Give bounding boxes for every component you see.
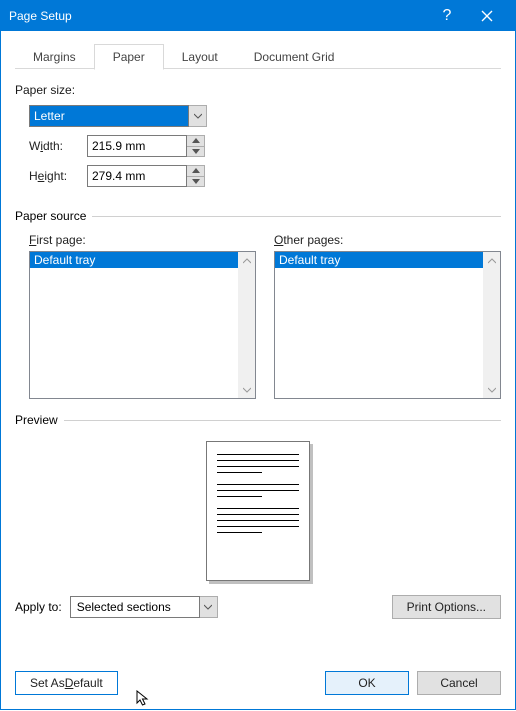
height-spin-down[interactable] (187, 177, 204, 187)
paper-size-combo[interactable]: Letter (29, 105, 207, 127)
chevron-down-icon (488, 387, 496, 393)
other-pages-item[interactable]: Default tray (275, 252, 500, 268)
chevron-down-icon (194, 113, 202, 119)
apply-to-dropdown-button[interactable] (200, 596, 218, 618)
paper-size-row: Letter (29, 105, 501, 127)
divider (92, 216, 501, 217)
height-label: Height: (29, 169, 87, 183)
chevron-down-icon (204, 604, 212, 610)
first-page-item[interactable]: Default tray (30, 252, 255, 268)
close-button[interactable] (467, 1, 507, 31)
scroll-down-button[interactable] (238, 381, 255, 398)
triangle-up-icon (192, 138, 200, 143)
triangle-down-icon (192, 149, 200, 154)
ok-button[interactable]: OK (325, 671, 409, 695)
width-spin-buttons (187, 135, 205, 157)
cursor-icon (136, 690, 150, 711)
dialog-title: Page Setup (9, 9, 427, 23)
tab-paper[interactable]: Paper (94, 44, 164, 70)
tab-margins[interactable]: Margins (15, 44, 94, 70)
dialog-footer: Set As Default OK Cancel (1, 671, 515, 709)
tab-layout[interactable]: Layout (164, 44, 236, 70)
chevron-down-icon (243, 387, 251, 393)
height-input[interactable] (87, 165, 187, 187)
dialog-content: Margins Paper Layout Document Grid Paper… (1, 31, 515, 671)
cancel-button[interactable]: Cancel (417, 671, 501, 695)
page-preview (206, 441, 310, 581)
first-page-col: First page: Default tray (29, 233, 256, 399)
height-spin-up[interactable] (187, 166, 204, 177)
height-row: Height: (29, 165, 501, 187)
titlebar: Page Setup ? (1, 1, 515, 31)
apply-to-combo[interactable]: Selected sections (70, 596, 218, 618)
triangle-down-icon (192, 179, 200, 184)
other-pages-listbox[interactable]: Default tray (274, 251, 501, 399)
width-spin-up[interactable] (187, 136, 204, 147)
preview-section: Preview (15, 413, 501, 427)
paper-source-section: Paper source (15, 209, 501, 223)
divider (64, 420, 501, 421)
width-row: Width: (29, 135, 501, 157)
triangle-up-icon (192, 168, 200, 173)
paper-source-label: Paper source (15, 209, 86, 223)
first-page-listbox[interactable]: Default tray (29, 251, 256, 399)
help-button[interactable]: ? (427, 1, 467, 31)
scroll-down-button[interactable] (483, 381, 500, 398)
tab-bar: Margins Paper Layout Document Grid (15, 43, 501, 69)
other-pages-col: Other pages: Default tray (274, 233, 501, 399)
set-as-default-button[interactable]: Set As Default (15, 671, 118, 695)
apply-row: Apply to: Selected sections Print Option… (15, 595, 501, 619)
paper-size-label: Paper size: (15, 83, 501, 97)
scroll-up-button[interactable] (483, 252, 500, 269)
first-page-label: First page: (29, 233, 256, 247)
height-spinner[interactable] (87, 165, 205, 187)
scroll-up-button[interactable] (238, 252, 255, 269)
width-spinner[interactable] (87, 135, 205, 157)
paper-source-columns: First page: Default tray Other pages: De… (29, 233, 501, 399)
preview-area (15, 441, 501, 581)
paper-size-dropdown-button[interactable] (189, 105, 207, 127)
width-input[interactable] (87, 135, 187, 157)
close-icon (481, 10, 493, 22)
width-spin-down[interactable] (187, 147, 204, 157)
first-page-scrollbar[interactable] (238, 252, 255, 398)
page-setup-dialog: Page Setup ? Margins Paper Layout Docume… (0, 0, 516, 710)
width-label: Width: (29, 139, 87, 153)
other-pages-scrollbar[interactable] (483, 252, 500, 398)
other-pages-label: Other pages: (274, 233, 501, 247)
apply-to-label: Apply to: (15, 600, 62, 614)
apply-to-value: Selected sections (70, 596, 200, 618)
preview-label: Preview (15, 413, 58, 427)
print-options-button[interactable]: Print Options... (392, 595, 501, 619)
paper-size-value: Letter (29, 105, 189, 127)
height-spin-buttons (187, 165, 205, 187)
tab-document-grid[interactable]: Document Grid (236, 44, 353, 70)
chevron-up-icon (243, 258, 251, 264)
chevron-up-icon (488, 258, 496, 264)
